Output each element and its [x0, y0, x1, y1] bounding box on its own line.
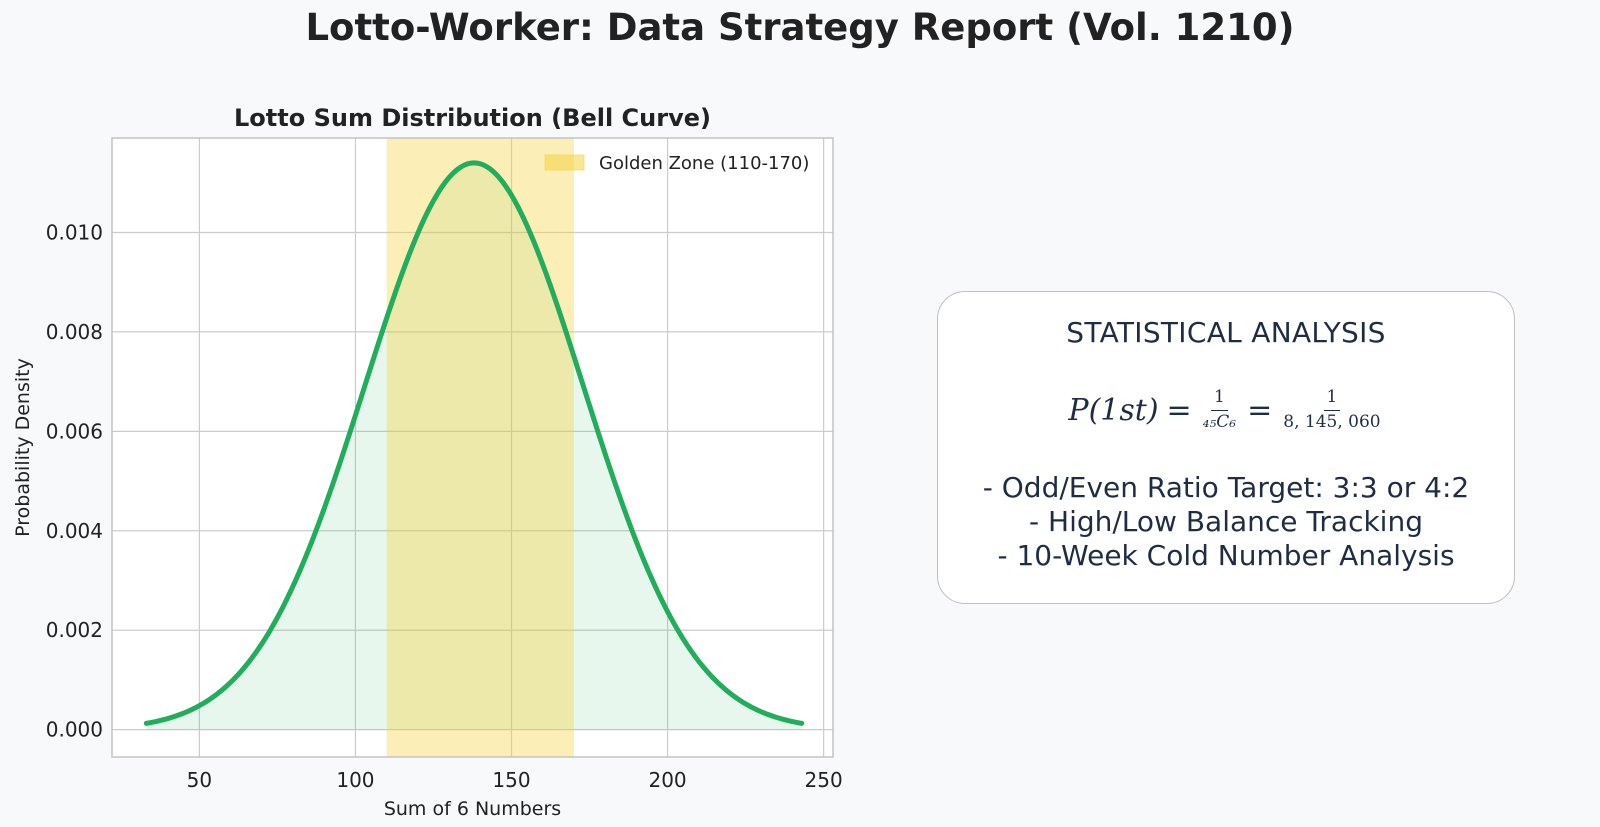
analysis-note: - High/Low Balance Tracking	[1029, 505, 1423, 538]
formula-equals: =	[1166, 392, 1192, 428]
statistical-analysis-panel: STATISTICAL ANALYSIS P(1st) = 1 ₄₅C₆ = 1…	[937, 291, 1515, 604]
plot-border	[111, 137, 834, 758]
chart-plot-area: 50 100 150 200 250 0.000 0.002 0.004 0.006 0.008 0…	[12, 104, 843, 820]
fraction-denominator: ₄₅C₆	[1202, 411, 1237, 432]
y-tick-label: 0.008	[46, 320, 103, 344]
curve-area-fill	[146, 162, 802, 730]
fraction-denominator: 8, 145, 060	[1283, 411, 1381, 432]
formula-lhs: P(1st)	[1068, 392, 1159, 428]
analysis-notes: - Odd/Even Ratio Target: 3:3 or 4:2 - Hi…	[938, 471, 1514, 573]
x-tick-label: 150	[492, 768, 530, 792]
fraction-odds: 1 8, 145, 060	[1280, 387, 1383, 432]
y-tick-label: 0.000	[46, 718, 103, 742]
golden-zone-band	[386, 138, 574, 757]
y-axis-label: Probability Density	[12, 358, 34, 537]
fraction-numerator: 1	[1210, 387, 1228, 411]
x-tick-label: 100	[336, 768, 374, 792]
y-tick-label: 0.002	[46, 618, 103, 642]
x-tick-label: 50	[187, 768, 212, 792]
formula-equals: =	[1247, 392, 1273, 428]
legend-swatch-golden-zone	[544, 154, 585, 171]
plot-background	[112, 138, 833, 757]
y-tick-label: 0.004	[46, 519, 103, 543]
fraction-combination: 1 ₄₅C₆	[1200, 387, 1239, 432]
legend-label-golden-zone: Golden Zone (110-170)	[599, 153, 809, 174]
probability-formula: P(1st) = 1 ₄₅C₆ = 1 8, 145, 060	[938, 387, 1514, 432]
analysis-note: - 10-Week Cold Number Analysis	[997, 539, 1455, 572]
report-title: Lotto-Worker: Data Strategy Report (Vol.…	[305, 6, 1295, 49]
x-axis-label: Sum of 6 Numbers	[384, 798, 561, 820]
analysis-note: - Odd/Even Ratio Target: 3:3 or 4:2	[982, 471, 1470, 504]
x-tick-label: 250	[805, 768, 843, 792]
analysis-heading: STATISTICAL ANALYSIS	[1066, 316, 1386, 349]
chart-title: Lotto Sum Distribution (Bell Curve)	[234, 104, 711, 132]
y-tick-label: 0.006	[46, 419, 103, 443]
x-tick-label: 200	[648, 768, 686, 792]
bell-curve-line	[143, 160, 805, 726]
y-tick-label: 0.010	[46, 220, 103, 244]
fraction-numerator: 1	[1323, 387, 1341, 411]
